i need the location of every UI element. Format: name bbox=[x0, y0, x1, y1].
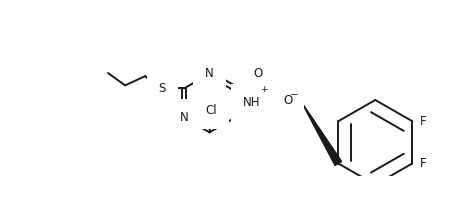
Polygon shape bbox=[302, 102, 342, 166]
Text: −: − bbox=[290, 90, 298, 100]
Text: O: O bbox=[254, 67, 263, 80]
Text: F: F bbox=[420, 115, 426, 128]
Text: N: N bbox=[180, 111, 188, 124]
Text: F: F bbox=[420, 157, 426, 170]
Text: N: N bbox=[254, 88, 262, 101]
Text: +: + bbox=[260, 85, 268, 94]
Text: N: N bbox=[205, 67, 214, 80]
Text: S: S bbox=[159, 82, 166, 95]
Text: O: O bbox=[283, 94, 292, 107]
Text: Cl: Cl bbox=[205, 104, 217, 117]
Text: NH: NH bbox=[243, 96, 261, 109]
